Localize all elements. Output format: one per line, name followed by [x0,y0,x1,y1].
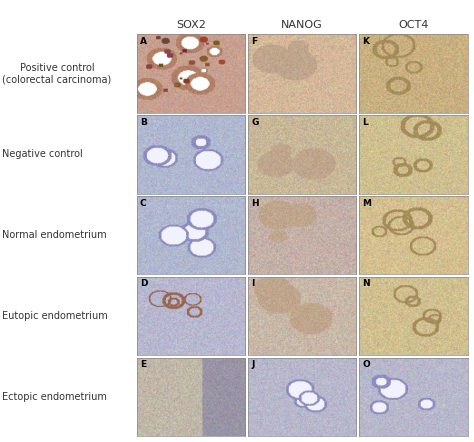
Text: D: D [140,279,147,289]
Text: F: F [251,37,257,46]
Text: Negative control: Negative control [2,149,83,160]
Text: L: L [363,118,368,127]
Text: A: A [140,37,147,46]
Text: NANOG: NANOG [281,20,323,30]
Text: Normal endometrium: Normal endometrium [2,230,107,240]
Text: O: O [363,360,370,370]
Text: E: E [140,360,146,370]
Text: K: K [363,37,370,46]
Text: C: C [140,198,146,208]
Text: I: I [251,279,255,289]
Text: Ectopic endometrium: Ectopic endometrium [2,392,107,402]
Text: Positive control
(colorectal carcinoma): Positive control (colorectal carcinoma) [2,63,111,84]
Text: SOX2: SOX2 [176,20,206,30]
Text: Eutopic endometrium: Eutopic endometrium [2,311,108,321]
Text: H: H [251,198,259,208]
Text: OCT4: OCT4 [398,20,429,30]
Text: G: G [251,118,258,127]
Text: B: B [140,118,146,127]
Text: M: M [363,198,372,208]
Text: J: J [251,360,255,370]
Text: N: N [363,279,370,289]
